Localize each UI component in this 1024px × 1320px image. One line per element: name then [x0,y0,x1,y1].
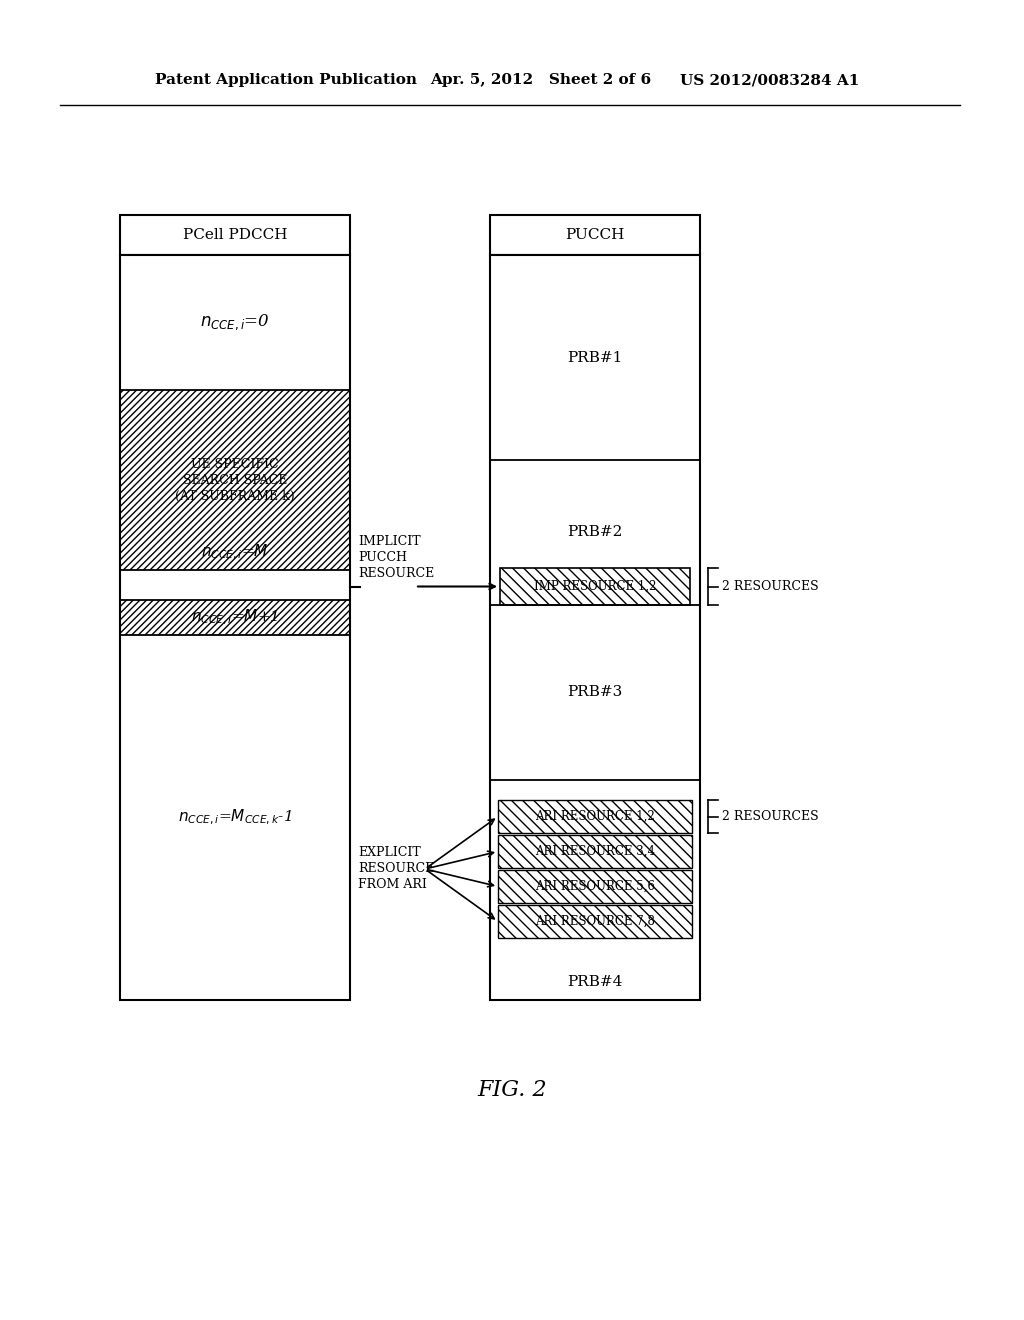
Text: PUCCH: PUCCH [358,550,407,564]
Text: $n_{CCE,i}$=$M$: $n_{CCE,i}$=$M$ [201,543,269,562]
Text: $n_{CCE,i}$=$M$+1: $n_{CCE,i}$=$M$+1 [191,609,279,627]
Text: FIG. 2: FIG. 2 [477,1078,547,1101]
Text: 2 RESOURCES: 2 RESOURCES [722,579,818,593]
Bar [120,601,350,635]
Bar [498,800,692,833]
Text: RESOURCE: RESOURCE [358,568,434,579]
Bar [498,836,692,869]
Text: ARI RESOURCE 5,6: ARI RESOURCE 5,6 [535,880,655,894]
Text: $n_{CCE,i}$=0: $n_{CCE,i}$=0 [200,313,270,333]
Text: PCell PDCCH: PCell PDCCH [182,228,288,242]
Bar [490,215,700,255]
Text: US 2012/0083284 A1: US 2012/0083284 A1 [680,73,859,87]
Text: IMP RESOURCE 1,2: IMP RESOURCE 1,2 [534,579,656,593]
Text: PRB#4: PRB#4 [567,975,623,989]
Text: 2 RESOURCES: 2 RESOURCES [722,810,818,822]
Bar [500,568,690,605]
Text: Apr. 5, 2012   Sheet 2 of 6: Apr. 5, 2012 Sheet 2 of 6 [430,73,651,87]
Bar [120,255,350,1001]
Text: RESOURCE: RESOURCE [358,862,434,875]
Text: UE SPECIFIC: UE SPECIFIC [191,458,279,470]
Text: (AT SUBFRAME k): (AT SUBFRAME k) [175,490,295,503]
Text: PRB#1: PRB#1 [567,351,623,364]
Text: EXPLICIT: EXPLICIT [358,846,421,859]
Text: PUCCH: PUCCH [565,228,625,242]
Bar [498,870,692,903]
Text: ARI RESOURCE 1,2: ARI RESOURCE 1,2 [536,810,655,822]
Text: SEARCH SPACE: SEARCH SPACE [183,474,287,487]
Text: Patent Application Publication: Patent Application Publication [155,73,417,87]
Text: PRB#2: PRB#2 [567,525,623,540]
Bar [120,215,350,255]
Text: $n_{CCE,i}$=$M_{CCE,k}$-1: $n_{CCE,i}$=$M_{CCE,k}$-1 [178,808,292,828]
Text: ARI RESOURCE 3,4: ARI RESOURCE 3,4 [535,845,655,858]
Text: FROM ARI: FROM ARI [358,879,427,891]
Text: IMPLICIT: IMPLICIT [358,535,421,548]
Bar [498,906,692,939]
Text: ARI RESOURCE 7,8: ARI RESOURCE 7,8 [536,915,655,928]
Bar [120,389,350,570]
Text: PRB#3: PRB#3 [567,685,623,700]
Bar [490,255,700,1001]
